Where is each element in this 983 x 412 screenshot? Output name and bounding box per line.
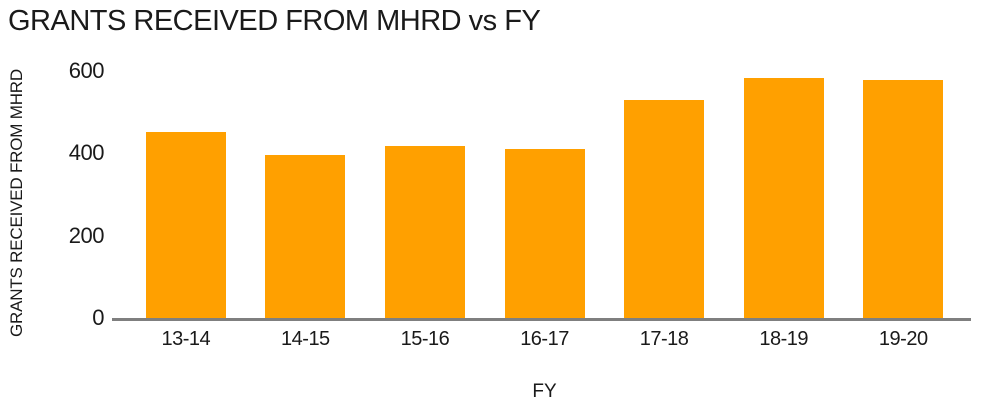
y-tick-label: 400 bbox=[68, 140, 105, 166]
bar-slot-13-14 bbox=[126, 71, 246, 318]
x-axis-line bbox=[112, 318, 971, 321]
bar-slot-16-17 bbox=[485, 71, 605, 318]
x-tick-label: 18-19 bbox=[759, 328, 808, 350]
x-tick-label: 13-14 bbox=[161, 328, 211, 350]
bar-13-14[interactable] bbox=[145, 131, 226, 318]
y-axis-title: GRANTS RECEIVED FROM MHRD bbox=[7, 69, 26, 338]
y-tick-label: 200 bbox=[68, 222, 105, 248]
bar-15-16[interactable] bbox=[384, 145, 465, 318]
bar-slot-17-18 bbox=[604, 71, 724, 318]
x-tick-label: 16-17 bbox=[520, 328, 569, 350]
x-axis-title: FY bbox=[532, 381, 557, 402]
bar-14-15[interactable] bbox=[265, 154, 346, 318]
bar-18-19[interactable] bbox=[743, 77, 824, 318]
bar-16-17[interactable] bbox=[504, 148, 585, 318]
bar-19-20[interactable] bbox=[863, 80, 944, 318]
y-tick-label: 600 bbox=[68, 58, 105, 83]
bar-slot-15-16 bbox=[365, 71, 485, 318]
bar-17-18[interactable] bbox=[624, 99, 705, 318]
bar-slot-18-19 bbox=[724, 71, 844, 318]
y-tick-label: 0 bbox=[92, 305, 104, 330]
chart-title: GRANTS RECEIVED FROM MHRD vs FY bbox=[8, 5, 541, 37]
x-tick-label: 15-16 bbox=[400, 328, 450, 350]
bar-slot-14-15 bbox=[246, 71, 366, 318]
x-tick-label: 19-20 bbox=[878, 328, 928, 350]
x-axis-tick-labels: 13-14 14-15 15-16 16-17 17-18 18-19 19-20 bbox=[126, 328, 963, 351]
bar-slot-19-20 bbox=[843, 71, 963, 318]
plot-area bbox=[126, 71, 963, 318]
x-tick-label: 14-15 bbox=[281, 328, 330, 350]
x-tick-label: 17-18 bbox=[639, 328, 689, 350]
